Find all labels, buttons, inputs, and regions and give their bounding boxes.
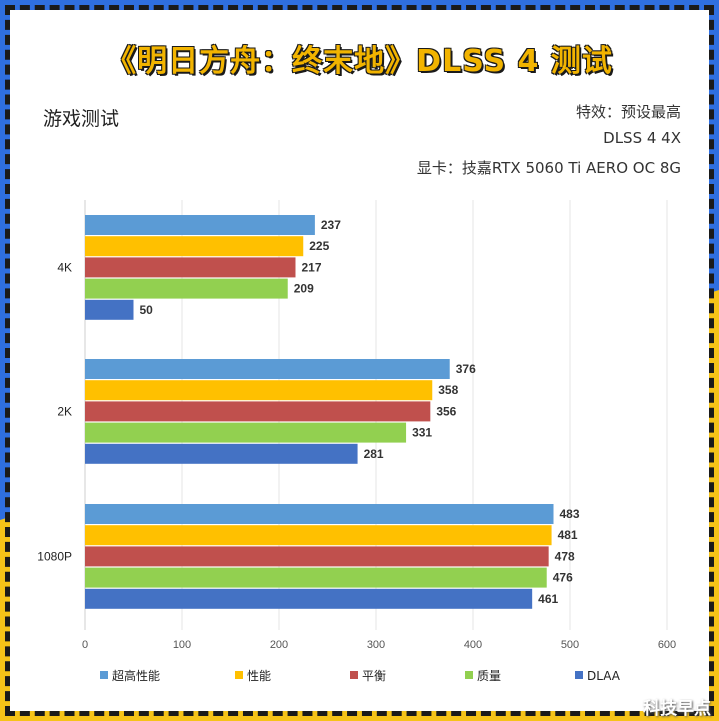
bar bbox=[85, 380, 433, 401]
data-label: 331 bbox=[412, 426, 432, 440]
legend-swatch bbox=[575, 671, 583, 679]
data-label: 281 bbox=[364, 447, 384, 461]
bar bbox=[85, 299, 134, 320]
bar bbox=[85, 443, 358, 464]
category-label: 1080P bbox=[37, 549, 72, 563]
bar bbox=[85, 257, 296, 278]
data-label: 209 bbox=[294, 282, 314, 296]
x-tick-label: 400 bbox=[464, 639, 482, 651]
data-label: 356 bbox=[436, 404, 456, 418]
x-tick-label: 500 bbox=[561, 639, 579, 651]
x-tick-label: 200 bbox=[270, 639, 288, 651]
category-label: 4K bbox=[57, 260, 72, 274]
bar bbox=[85, 546, 549, 567]
chart-subtitle: 游戏测试 bbox=[43, 108, 120, 130]
dlss-info: DLSS 4 4X bbox=[603, 129, 681, 147]
bar bbox=[85, 278, 288, 299]
settings-info: 特效：预设最高 bbox=[575, 103, 681, 121]
legend-label: 性能 bbox=[247, 669, 271, 683]
data-label: 476 bbox=[553, 571, 573, 585]
data-label: 481 bbox=[558, 528, 578, 542]
x-tick-label: 0 bbox=[82, 639, 88, 651]
x-tick-label: 100 bbox=[173, 639, 191, 651]
legend-swatch bbox=[235, 671, 243, 679]
bar bbox=[85, 504, 554, 524]
data-label: 225 bbox=[309, 239, 329, 253]
legend-swatch bbox=[100, 671, 108, 679]
legend-label: 平衡 bbox=[362, 669, 386, 683]
bar bbox=[85, 359, 450, 379]
bar bbox=[85, 525, 552, 546]
x-tick-label: 600 bbox=[658, 639, 676, 651]
gpu-info: 显卡：技嘉RTX 5060 Ti AERO OC 8G bbox=[416, 159, 681, 177]
bar bbox=[85, 215, 315, 235]
legend-label: 质量 bbox=[477, 669, 501, 683]
page-title: 《明日方舟：终末地》DLSS 4 测试 bbox=[106, 44, 613, 79]
x-tick-label: 300 bbox=[367, 639, 385, 651]
bar bbox=[85, 422, 407, 443]
data-label: 461 bbox=[538, 592, 558, 606]
data-label: 478 bbox=[555, 549, 575, 563]
bar bbox=[85, 567, 547, 588]
watermark: 科技早点 bbox=[643, 699, 711, 719]
category-label: 2K bbox=[57, 404, 72, 418]
bar bbox=[85, 236, 304, 257]
legend-swatch bbox=[465, 671, 473, 679]
legend-label: DLAA bbox=[587, 669, 621, 683]
data-label: 237 bbox=[321, 218, 341, 232]
data-label: 50 bbox=[140, 303, 154, 317]
data-label: 217 bbox=[301, 260, 321, 274]
legend-swatch bbox=[350, 671, 358, 679]
legend-label: 超高性能 bbox=[112, 668, 160, 683]
bar bbox=[85, 401, 431, 422]
data-label: 483 bbox=[560, 507, 580, 521]
data-label: 358 bbox=[438, 383, 458, 397]
data-label: 376 bbox=[456, 362, 476, 376]
bar bbox=[85, 588, 533, 609]
